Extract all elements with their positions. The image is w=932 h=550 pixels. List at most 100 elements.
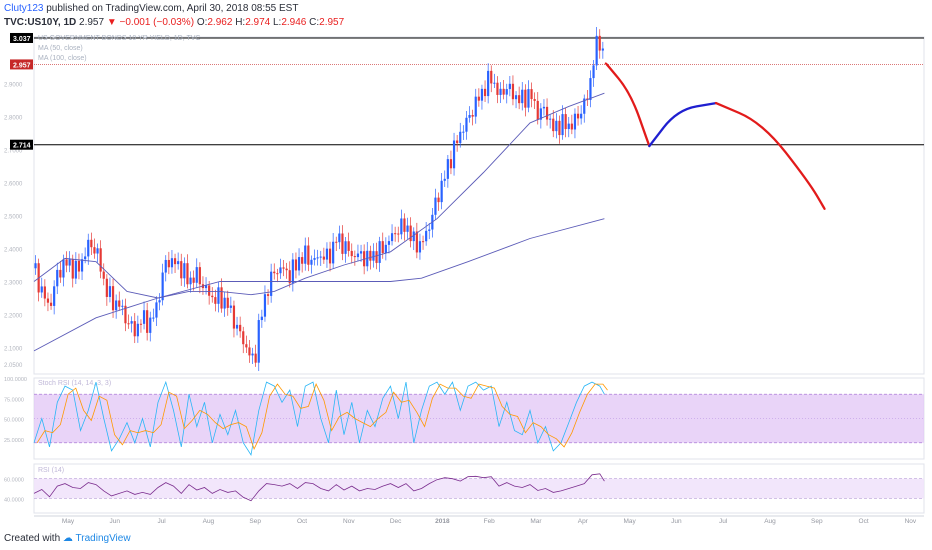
candle-body xyxy=(598,35,601,51)
close-label: C: xyxy=(309,17,320,28)
candle-body xyxy=(158,300,161,303)
change-arrow-icon: ▼ xyxy=(106,17,117,28)
price-marker-label: 2.714 xyxy=(13,143,31,150)
price-tick-label: 2.6000 xyxy=(4,181,23,187)
price-tick-label: 2.5000 xyxy=(4,214,23,220)
candle-body xyxy=(437,197,440,203)
candle-body xyxy=(356,253,360,258)
candle-body xyxy=(576,113,580,119)
symbol-label: TVC:US10Y, 1D xyxy=(4,17,77,28)
candle-body xyxy=(353,256,356,258)
candle-body xyxy=(288,270,291,284)
candle-body xyxy=(304,245,307,264)
legend-stoch-rsi: Stoch RSI (14, 14, 3, 3) xyxy=(38,380,111,387)
high-label: H: xyxy=(235,17,246,28)
candle-body xyxy=(149,317,152,333)
candle-body xyxy=(164,259,167,273)
candle-body xyxy=(192,277,195,283)
open-value: 2.962 xyxy=(207,17,233,28)
candle-body xyxy=(409,225,412,242)
author-link[interactable]: Cluty123 xyxy=(4,3,44,14)
price-tick-label: 2.3000 xyxy=(4,280,23,286)
candle-body xyxy=(601,48,604,51)
open-label: O: xyxy=(196,17,208,28)
change-value: −0.001 (−0.03%) xyxy=(119,17,195,28)
candle-body xyxy=(102,271,105,279)
candle-body xyxy=(105,278,108,297)
candle-body xyxy=(387,241,391,245)
tradingview-brand[interactable]: TradingView xyxy=(75,533,131,544)
candle-body xyxy=(332,241,335,264)
candle-body xyxy=(220,287,223,309)
candle-body xyxy=(369,250,372,261)
rsi-tick-label: 60.0000 xyxy=(4,478,24,484)
legend-ma100: MA (100, close) xyxy=(38,55,87,62)
candle-body xyxy=(204,285,208,289)
candle-body xyxy=(418,241,422,253)
candle-body xyxy=(406,225,409,232)
candle-body xyxy=(344,241,347,254)
candle-body xyxy=(46,298,50,303)
time-tick-label: Aug xyxy=(764,518,776,525)
candle-body xyxy=(580,113,583,119)
candle-body xyxy=(59,269,62,278)
candle-body xyxy=(533,99,536,101)
candle-body xyxy=(428,229,431,231)
candle-body xyxy=(96,248,99,254)
rsi-tick-label: 40.0000 xyxy=(4,497,24,503)
candle-body xyxy=(65,259,68,266)
time-tick-label: Sep xyxy=(249,518,261,525)
candle-body xyxy=(180,261,183,279)
candle-body xyxy=(468,115,471,118)
time-tick-label: Feb xyxy=(484,518,496,525)
last-price: 2.957 xyxy=(79,17,105,28)
indicator-bands xyxy=(34,393,924,499)
candle-body xyxy=(301,257,304,264)
candle-body xyxy=(118,300,121,307)
candle-body xyxy=(146,310,149,333)
candle-body xyxy=(136,323,139,337)
candle-body xyxy=(483,88,487,97)
candle-body xyxy=(325,248,329,260)
candle-body xyxy=(595,35,598,66)
candle-body xyxy=(189,277,192,285)
candle-body xyxy=(425,230,428,242)
candle-body xyxy=(518,95,521,104)
price-tick-label: 2.2000 xyxy=(4,314,23,320)
candle-body xyxy=(62,259,65,278)
candle-body xyxy=(40,286,43,293)
candle-body xyxy=(341,233,344,254)
time-tick-label: Dec xyxy=(390,518,402,525)
axis-layer: 2.0500 2.1000 2.2000 2.3000 2.4000 2.5000 2.60… xyxy=(4,32,917,525)
candle-body xyxy=(266,294,270,296)
candle-body xyxy=(496,82,499,95)
close-value: 2.957 xyxy=(319,17,345,28)
candle-body xyxy=(415,231,418,253)
time-tick-label: Jun xyxy=(110,518,121,525)
candle-body xyxy=(239,324,242,332)
candle-body xyxy=(142,310,146,324)
candle-body xyxy=(232,305,236,329)
candle-body xyxy=(443,178,446,181)
published-text: published on TradingView.com, April 30, … xyxy=(46,3,299,14)
candle-body xyxy=(542,106,546,109)
grid-layer xyxy=(33,36,925,517)
candle-body xyxy=(545,106,549,120)
candle-body xyxy=(161,272,164,301)
candle-body xyxy=(539,108,542,120)
time-tick-label: Jul xyxy=(719,518,728,525)
candle-body xyxy=(279,267,282,274)
publish-info: Cluty123 published on TradingView.com, A… xyxy=(4,3,298,14)
candle-body xyxy=(251,353,254,356)
candle-body xyxy=(111,286,115,311)
candle-body xyxy=(229,305,232,308)
candle-body xyxy=(561,114,564,136)
candle-body xyxy=(555,120,558,132)
high-value: 2.974 xyxy=(245,17,271,28)
candle-body xyxy=(434,197,437,215)
candle-body xyxy=(208,285,211,296)
candle-body xyxy=(446,159,449,179)
legend-title: US GOVERNMENT BONDS 10 YR YIELD, 1D, TVC xyxy=(38,35,200,42)
time-tick-label: Aug xyxy=(203,518,215,525)
